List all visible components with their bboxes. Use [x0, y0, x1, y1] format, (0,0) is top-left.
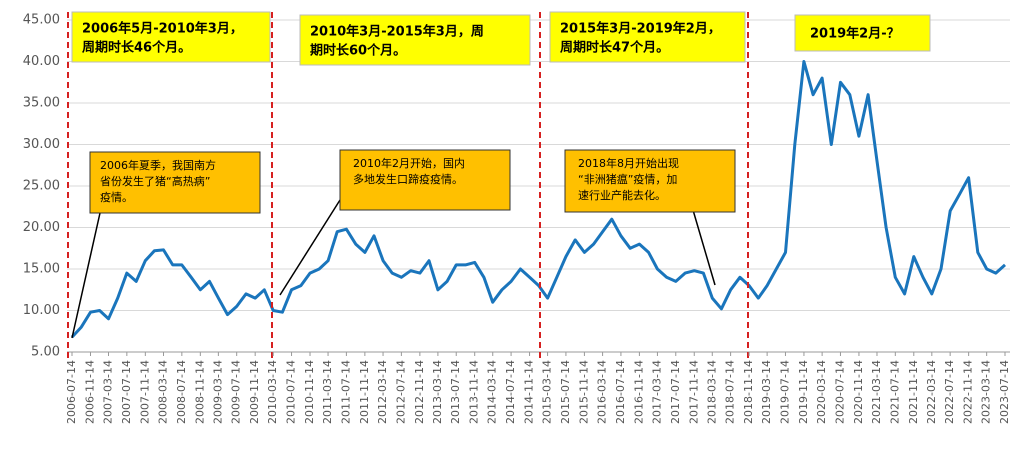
x-tick-label: 2009-11-14 [248, 360, 261, 424]
annotation-box [299, 14, 531, 66]
x-tick-label: 2013-11-14 [468, 360, 481, 424]
x-tick-label: 2019-03-14 [760, 360, 773, 424]
annotation: 周期时长47个月。 [560, 40, 669, 56]
x-tick-label: 2022-03-14 [925, 360, 938, 424]
x-tick-label: 2010-11-14 [303, 360, 316, 424]
x-tick-label: 2012-03-14 [376, 360, 389, 424]
x-tick-label: 2022-07-14 [943, 360, 956, 424]
annotation: 2015年3月-2019年2月， [560, 21, 721, 37]
x-tick-label: 2017-11-14 [687, 360, 700, 424]
annotation: 2006年夏季，我国南方 [100, 158, 216, 172]
x-tick-label: 2018-03-14 [705, 360, 718, 424]
x-tick-label: 2016-11-14 [632, 360, 645, 424]
y-tick-label: 5.00 [31, 345, 60, 360]
annotation: 省份发生了猪“高热病” [100, 174, 210, 188]
x-tick-label: 2007-07-14 [120, 360, 133, 424]
x-tick-label: 2009-07-14 [230, 360, 243, 424]
y-tick-label: 35.00 [23, 96, 60, 111]
x-tick-label: 2018-07-14 [724, 360, 737, 424]
x-tick-label: 2007-03-14 [102, 360, 115, 424]
annotation: 多地发生口蹄疫疫情。 [353, 172, 463, 186]
y-tick-label: 15.00 [23, 262, 60, 277]
annotation: 疫情。 [100, 190, 133, 204]
price-line [70, 60, 1006, 339]
x-tick-label: 2012-11-14 [413, 360, 426, 424]
annotation: 2019年2月-？ [810, 26, 900, 42]
y-tick-label: 10.00 [23, 303, 60, 318]
annotation-box [564, 149, 736, 213]
x-tick-label: 2006-11-14 [83, 360, 96, 424]
x-tick-label: 2021-03-14 [870, 360, 883, 424]
x-tick-label: 2011-07-14 [339, 360, 352, 424]
annotation: 2018年8月开始出现 [578, 156, 679, 170]
annotation-arrow [692, 209, 716, 286]
annotation: “非洲猪瘟”疫情，加 [578, 172, 677, 186]
x-tick-label: 2018-11-14 [742, 360, 755, 424]
x-tick-label: 2009-03-14 [211, 360, 224, 424]
annotation: 期时长60个月。 [310, 43, 406, 59]
x-tick-label: 2008-07-14 [175, 360, 188, 424]
x-tick-label: 2020-03-14 [815, 360, 828, 424]
x-tick-label: 2020-11-14 [852, 360, 865, 424]
annotation-box [89, 151, 261, 214]
x-tick-label: 2008-11-14 [193, 360, 206, 424]
plot [70, 60, 1006, 339]
annotation-box [794, 14, 931, 52]
x-tick-label: 2022-11-14 [962, 360, 975, 424]
x-tick-label: 2013-07-14 [449, 360, 462, 424]
x-tick-label: 2019-11-14 [797, 360, 810, 424]
x-tick-label: 2006-07-14 [65, 360, 78, 424]
annotation: 2010年2月开始，国内 [353, 156, 465, 170]
x-tick-label: 2014-07-14 [504, 360, 517, 424]
y-tick-label: 20.00 [23, 220, 60, 235]
x-tick-label: 2016-07-14 [614, 360, 627, 424]
x-tick-label: 2015-11-14 [577, 360, 590, 424]
x-tick-label: 2023-03-14 [980, 360, 993, 424]
y-tick-label: 25.00 [23, 179, 60, 194]
y-tick-label: 40.00 [23, 54, 60, 69]
annotation-box [549, 11, 746, 63]
x-tick-label: 2015-07-14 [559, 360, 572, 424]
x-tick-label: 2019-07-14 [778, 360, 791, 424]
x-tick-label: 2014-11-14 [523, 360, 536, 424]
x-tick-label: 2014-03-14 [486, 360, 499, 424]
annotation-box [71, 11, 271, 63]
y-tick-label: 45.00 [23, 13, 60, 28]
x-tick-label: 2023-07-14 [998, 360, 1011, 424]
annotation: 速行业产能去化。 [578, 188, 666, 202]
x-tick-label: 2017-03-14 [650, 360, 663, 424]
x-tick-label: 2012-07-14 [394, 360, 407, 424]
x-tick-label: 2007-11-14 [138, 360, 151, 424]
annotation-arrow [71, 212, 101, 339]
x-tick-label: 2015-03-14 [541, 360, 554, 424]
x-tick-label: 2008-03-14 [157, 360, 170, 424]
x-tick-label: 2021-11-14 [907, 360, 920, 424]
annotation: 2006年5月-2010年3月， [82, 21, 243, 37]
annotation-box [339, 149, 511, 211]
x-tick-label: 2010-03-14 [266, 360, 279, 424]
x-tick-label: 2021-07-14 [888, 360, 901, 424]
x-tick-label: 2017-07-14 [669, 360, 682, 424]
x-tick-label: 2016-03-14 [596, 360, 609, 424]
x-tick-label: 2013-03-14 [431, 360, 444, 424]
x-tick-label: 2011-03-14 [321, 360, 334, 424]
x-tick-label: 2020-07-14 [833, 360, 846, 424]
annotation: 2010年3月-2015年3月，周 [310, 24, 484, 40]
x-tick-label: 2010-07-14 [285, 360, 298, 424]
x-tick-label: 2011-11-14 [358, 360, 371, 424]
y-tick-label: 30.00 [23, 137, 60, 152]
annotation-arrow [279, 199, 341, 296]
annotation: 周期时长46个月。 [82, 40, 191, 56]
